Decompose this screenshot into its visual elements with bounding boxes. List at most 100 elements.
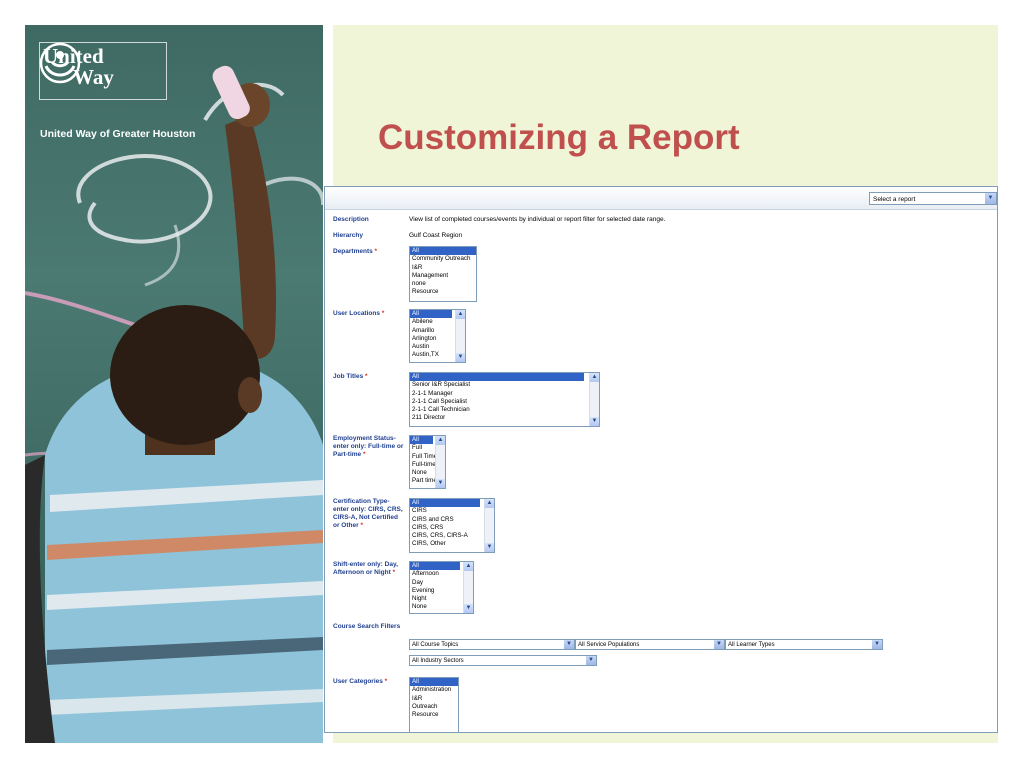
list-item[interactable]: Day xyxy=(412,578,424,586)
user-locations-label: User Locations * xyxy=(333,310,385,317)
list-item[interactable]: Full xyxy=(412,444,422,452)
list-item[interactable]: All xyxy=(410,373,584,382)
list-item[interactable]: Community Outreach xyxy=(412,255,471,263)
industry-sectors-value: All Industry Sectors xyxy=(412,658,464,664)
list-item[interactable]: Part time xyxy=(412,477,437,485)
chevron-down-icon: ▼ xyxy=(872,640,882,649)
course-search-filters-label: Course Search Filters xyxy=(333,623,401,630)
description-value: View list of completed courses/events by… xyxy=(409,216,666,223)
scrollbar[interactable]: ▲ ▼ xyxy=(463,562,473,613)
slide-title: Customizing a Report xyxy=(378,118,740,157)
shift-listbox[interactable]: All Afternoon Day Evening Night None ▲ ▼ xyxy=(409,561,474,614)
hierarchy-value: Gulf Coast Region xyxy=(409,232,463,239)
chevron-down-icon: ▼ xyxy=(714,640,724,649)
list-item[interactable]: CIRS, Other xyxy=(412,540,446,548)
scroll-down-icon[interactable]: ▼ xyxy=(464,604,473,613)
industry-sectors-dropdown[interactable]: All Industry Sectors ▼ xyxy=(409,655,597,666)
scroll-up-icon[interactable]: ▲ xyxy=(456,310,465,319)
chevron-down-icon: ▼ xyxy=(586,656,596,665)
list-item[interactable]: 2-1-1 Manager xyxy=(412,389,453,397)
job-titles-listbox[interactable]: All Senior I&R Specialist 2-1-1 Manager … xyxy=(409,372,600,427)
departments-listbox[interactable]: All Community Outreach I&R Management no… xyxy=(409,246,477,302)
chevron-down-icon: ▼ xyxy=(564,640,574,649)
list-item[interactable]: Afternoon xyxy=(412,570,439,578)
learner-types-value: All Learner Types xyxy=(728,642,775,648)
description-label: Description xyxy=(333,216,369,223)
list-item[interactable]: Austin,TX xyxy=(412,351,439,359)
list-item[interactable]: All xyxy=(410,310,452,319)
list-item[interactable]: CIRS, CRS, CIRS-A xyxy=(412,532,468,540)
report-form-screenshot: Select a report ▼ Description View list … xyxy=(324,186,998,733)
list-item[interactable]: Night xyxy=(412,595,427,603)
scroll-down-icon[interactable]: ▼ xyxy=(485,543,494,552)
child-at-chalkboard-illustration xyxy=(25,65,323,743)
scroll-down-icon[interactable]: ▼ xyxy=(456,353,465,362)
learner-types-dropdown[interactable]: All Learner Types ▼ xyxy=(725,639,883,650)
list-item[interactable]: CIRS xyxy=(412,507,427,515)
user-locations-listbox[interactable]: All Abilene Amarillo Arlington Austin Au… xyxy=(409,309,466,363)
list-item[interactable]: All xyxy=(410,562,460,571)
list-item[interactable]: All xyxy=(410,678,458,687)
user-categories-listbox[interactable]: All Administration I&R Outreach Resource xyxy=(409,677,459,732)
scroll-up-icon[interactable]: ▲ xyxy=(436,436,445,445)
list-item[interactable]: None xyxy=(412,603,427,611)
departments-label: Departments * xyxy=(333,248,378,255)
list-item[interactable]: I&R xyxy=(412,263,423,271)
list-item[interactable]: CIRS and CRS xyxy=(412,515,454,523)
list-item[interactable]: 211 Director xyxy=(412,414,446,422)
scroll-up-icon[interactable]: ▲ xyxy=(590,373,599,382)
certification-type-label: Certification Type- enter only: CIRS, CR… xyxy=(333,498,403,529)
united-way-logo: United Way xyxy=(39,42,169,104)
scrollbar[interactable]: ▲ ▼ xyxy=(455,310,465,362)
list-item[interactable]: 2-1-1 Call Technician xyxy=(412,406,470,414)
list-item[interactable]: Senior I&R Specialist xyxy=(412,381,471,389)
united-way-hand-icon xyxy=(39,42,81,84)
scrollbar[interactable]: ▲ ▼ xyxy=(589,373,599,426)
report-toolbar: Select a report ▼ xyxy=(325,187,997,210)
employment-status-listbox[interactable]: All Full Full Time Full-time None Part t… xyxy=(409,435,446,489)
employment-status-label: Employment Status- enter only: Full-time… xyxy=(333,435,404,458)
hierarchy-label: Hierarchy xyxy=(333,232,363,239)
job-titles-label: Job Titles * xyxy=(333,373,368,380)
logo-word-way: Way xyxy=(73,65,114,89)
list-item[interactable]: Arlington xyxy=(412,334,437,342)
list-item[interactable]: Outreach xyxy=(412,702,438,710)
scroll-down-icon[interactable]: ▼ xyxy=(590,417,599,426)
logo-word-united: United xyxy=(43,44,104,68)
certification-type-listbox[interactable]: All CIRS CIRS and CRS CIRS, CRS CIRS, CR… xyxy=(409,498,495,553)
user-categories-label: User Categories * xyxy=(333,678,388,685)
service-populations-dropdown[interactable]: All Service Populations ▼ xyxy=(575,639,725,650)
list-item[interactable]: Abilene xyxy=(412,318,433,326)
list-item[interactable]: All xyxy=(410,247,476,256)
list-item[interactable]: I&R xyxy=(412,694,423,702)
list-item[interactable]: Amarillo xyxy=(412,326,435,334)
list-item[interactable]: 2-1-1 Call Specialist xyxy=(412,397,468,405)
scrollbar[interactable]: ▲ ▼ xyxy=(435,436,445,488)
scroll-up-icon[interactable]: ▲ xyxy=(485,499,494,508)
list-item[interactable]: All xyxy=(410,499,480,508)
list-item[interactable]: Full-time xyxy=(412,460,436,468)
slide-bottom-strip xyxy=(333,733,998,743)
chevron-down-icon: ▼ xyxy=(985,193,996,204)
select-report-value: Select a report xyxy=(873,196,916,203)
list-item[interactable]: none xyxy=(412,280,426,288)
list-item[interactable]: Evening xyxy=(412,586,435,594)
scroll-down-icon[interactable]: ▼ xyxy=(436,479,445,488)
service-populations-value: All Service Populations xyxy=(578,642,640,648)
select-report-dropdown[interactable]: Select a report ▼ xyxy=(869,192,997,205)
list-item[interactable]: All xyxy=(410,436,433,445)
scrollbar[interactable]: ▲ ▼ xyxy=(484,499,494,552)
scroll-up-icon[interactable]: ▲ xyxy=(464,562,473,571)
list-item[interactable]: Administration xyxy=(412,686,452,694)
logo-frame xyxy=(39,42,167,100)
list-item[interactable]: Austin xyxy=(412,343,430,351)
course-topics-dropdown[interactable]: All Course Topics ▼ xyxy=(409,639,575,650)
organization-subtitle: United Way of Greater Houston xyxy=(40,128,196,140)
list-item[interactable]: Full Time xyxy=(412,452,438,460)
list-item[interactable]: Resource xyxy=(412,711,439,719)
list-item[interactable]: CIRS, CRS xyxy=(412,523,444,531)
list-item[interactable]: Management xyxy=(412,271,449,279)
list-item[interactable]: None xyxy=(412,469,427,477)
shift-label: Shift-enter only: Day, Afternoon or Nigh… xyxy=(333,561,398,576)
list-item[interactable]: Resource xyxy=(412,288,439,296)
